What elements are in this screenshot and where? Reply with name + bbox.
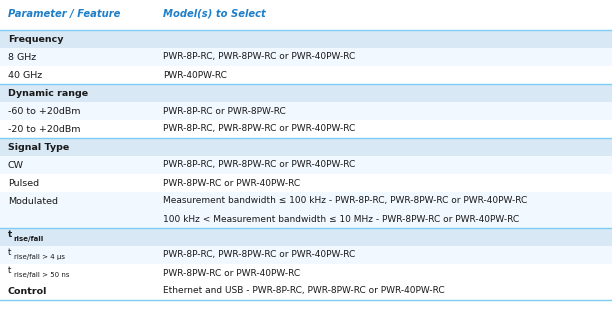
Text: PWR-40PW-RC: PWR-40PW-RC — [163, 71, 227, 79]
Text: Frequency: Frequency — [8, 35, 64, 43]
Text: Model(s) to Select: Model(s) to Select — [163, 9, 266, 19]
Text: rise/fall: rise/fall — [13, 235, 43, 242]
Text: Measurement bandwidth ≤ 100 kHz - PWR-8P-RC, PWR-8PW-RC or PWR-40PW-RC: Measurement bandwidth ≤ 100 kHz - PWR-8P… — [163, 197, 528, 205]
Text: Control: Control — [8, 286, 47, 296]
Bar — [0, 210, 612, 228]
Bar — [0, 48, 612, 66]
Text: Modulated: Modulated — [8, 197, 58, 205]
Text: rise/fall > 4 μs: rise/fall > 4 μs — [13, 253, 64, 260]
Bar — [0, 174, 612, 192]
Bar — [0, 102, 612, 120]
Bar — [0, 264, 612, 282]
Bar — [0, 138, 612, 156]
Text: 100 kHz < Measurement bandwidth ≤ 10 MHz - PWR-8PW-RC or PWR-40PW-RC: 100 kHz < Measurement bandwidth ≤ 10 MHz… — [163, 215, 519, 223]
Text: Dynamic range: Dynamic range — [8, 89, 88, 97]
Text: -20 to +20dBm: -20 to +20dBm — [8, 125, 81, 133]
Text: 8 GHz: 8 GHz — [8, 53, 36, 61]
Text: PWR-8P-RC, PWR-8PW-RC or PWR-40PW-RC: PWR-8P-RC, PWR-8PW-RC or PWR-40PW-RC — [163, 250, 355, 260]
Text: PWR-8PW-RC or PWR-40PW-RC: PWR-8PW-RC or PWR-40PW-RC — [163, 268, 300, 278]
Bar — [0, 282, 612, 300]
Text: PWR-8PW-RC or PWR-40PW-RC: PWR-8PW-RC or PWR-40PW-RC — [163, 179, 300, 187]
Text: t: t — [8, 248, 12, 257]
Text: -60 to +20dBm: -60 to +20dBm — [8, 107, 81, 115]
Bar — [0, 246, 612, 264]
Text: rise/fall > 50 ns: rise/fall > 50 ns — [13, 271, 69, 278]
Text: CW: CW — [8, 161, 24, 169]
Bar — [0, 120, 612, 138]
Text: Pulsed: Pulsed — [8, 179, 39, 187]
Text: Signal Type: Signal Type — [8, 143, 69, 151]
Bar — [0, 84, 612, 102]
Text: PWR-8P-RC, PWR-8PW-RC or PWR-40PW-RC: PWR-8P-RC, PWR-8PW-RC or PWR-40PW-RC — [163, 161, 355, 169]
Bar — [0, 30, 612, 48]
Bar — [0, 228, 612, 246]
Text: PWR-8P-RC, PWR-8PW-RC or PWR-40PW-RC: PWR-8P-RC, PWR-8PW-RC or PWR-40PW-RC — [163, 125, 355, 133]
Text: PWR-8P-RC, PWR-8PW-RC or PWR-40PW-RC: PWR-8P-RC, PWR-8PW-RC or PWR-40PW-RC — [163, 53, 355, 61]
Text: t: t — [8, 266, 12, 275]
Bar — [0, 156, 612, 174]
Text: PWR-8P-RC or PWR-8PW-RC: PWR-8P-RC or PWR-8PW-RC — [163, 107, 286, 115]
Text: 40 GHz: 40 GHz — [8, 71, 42, 79]
Text: Parameter / Feature: Parameter / Feature — [8, 9, 121, 19]
Text: Ethernet and USB - PWR-8P-RC, PWR-8PW-RC or PWR-40PW-RC: Ethernet and USB - PWR-8P-RC, PWR-8PW-RC… — [163, 286, 445, 296]
Bar — [0, 66, 612, 84]
Bar — [0, 192, 612, 210]
Text: t: t — [8, 230, 12, 239]
